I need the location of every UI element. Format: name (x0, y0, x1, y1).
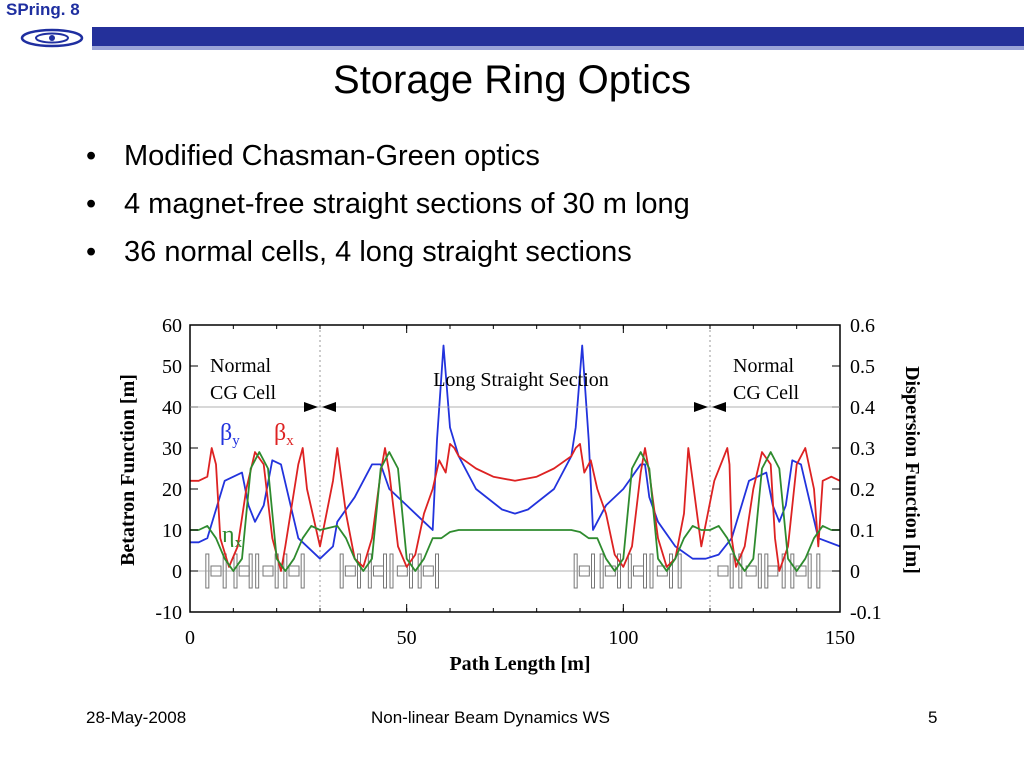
header-band (92, 27, 1024, 46)
y-tick-label: -10 (155, 602, 182, 624)
y2-axis-label: Dispersion Function [m] (901, 366, 923, 574)
series-label: βy (220, 420, 240, 449)
y2-tick-label: 0.4 (850, 397, 875, 419)
x-axis-label: Path Length [m] (449, 653, 590, 675)
y-tick-label: 20 (162, 479, 182, 501)
y-tick-label: 40 (162, 397, 182, 419)
bullet-item: • 4 magnet-free straight sections of 30 m… (86, 188, 690, 220)
series-line-x-eta (190, 451, 840, 572)
region-label: CG Cell (210, 382, 277, 404)
y-tick-label: 50 (162, 356, 182, 378)
y-axis-label: Betatron Function [m] (117, 374, 139, 566)
region-label: Normal (733, 355, 795, 377)
region-arrowhead (712, 402, 726, 412)
x-tick-label: 50 (397, 627, 417, 649)
optics-chart: 0 50 100 1506050403020100-100.60.50.40.30.2… (117, 315, 923, 675)
series-label: ηx (222, 522, 243, 551)
chart-series (190, 344, 841, 572)
region-label: CG Cell (733, 382, 800, 404)
y-tick-label: 60 (162, 315, 182, 337)
y2-tick-label: 0.5 (850, 356, 875, 378)
region-arrowhead (322, 402, 336, 412)
y-tick-label: 30 (162, 438, 182, 460)
logo-text: SPring. 8 (6, 0, 80, 19)
plot-frame (189, 324, 841, 613)
x-tick-label: 0 (185, 627, 195, 649)
series-line-x-beta (190, 442, 841, 572)
y2-tick-label: 0 (850, 561, 860, 583)
header-bar: SPring. 8 (0, 0, 1024, 50)
series-label: βx (274, 420, 294, 449)
x-tick-label: 100 (608, 627, 638, 649)
footer-date: 28-May-2008 (86, 708, 187, 727)
y-tick-label: 0 (172, 561, 182, 583)
region-label: Long Straight Section (433, 369, 609, 391)
y2-tick-label: 0.3 (850, 438, 875, 460)
axis-ticks: 0 50 100 1506050403020100-100.60.50.40.30.2… (155, 315, 881, 649)
y2-tick-label: 0.1 (850, 520, 875, 542)
bullet-item: • Modified Chasman-Green optics (86, 140, 540, 172)
slide-title: Storage Ring Optics (333, 58, 691, 102)
y2-tick-label: 0.6 (850, 315, 875, 337)
footer-page-number: 5 (928, 708, 938, 727)
spring8-logo (20, 28, 84, 48)
footer-event: Non-linear Beam Dynamics WS (371, 708, 611, 727)
region-arrowhead (694, 402, 708, 412)
region-label: Normal (210, 355, 272, 377)
magnet-layout (190, 553, 840, 589)
y2-tick-label: 0.2 (850, 479, 875, 501)
series-line-y-beta (190, 344, 841, 560)
region-annotations: βy βx ηx Normal CG Cell Long Straight Section… (190, 355, 840, 551)
bullet-list: • Modified Chasman-Green optics • 4 magnet… (86, 138, 690, 282)
x-tick-label: 150 (825, 627, 855, 649)
y-tick-label: 10 (162, 520, 182, 542)
y2-tick-label: -0.1 (850, 602, 882, 624)
bullet-item: • 36 normal cells, 4 long straight sectio… (86, 236, 632, 268)
header-band-light (92, 46, 1024, 50)
region-arrowhead (304, 402, 318, 412)
